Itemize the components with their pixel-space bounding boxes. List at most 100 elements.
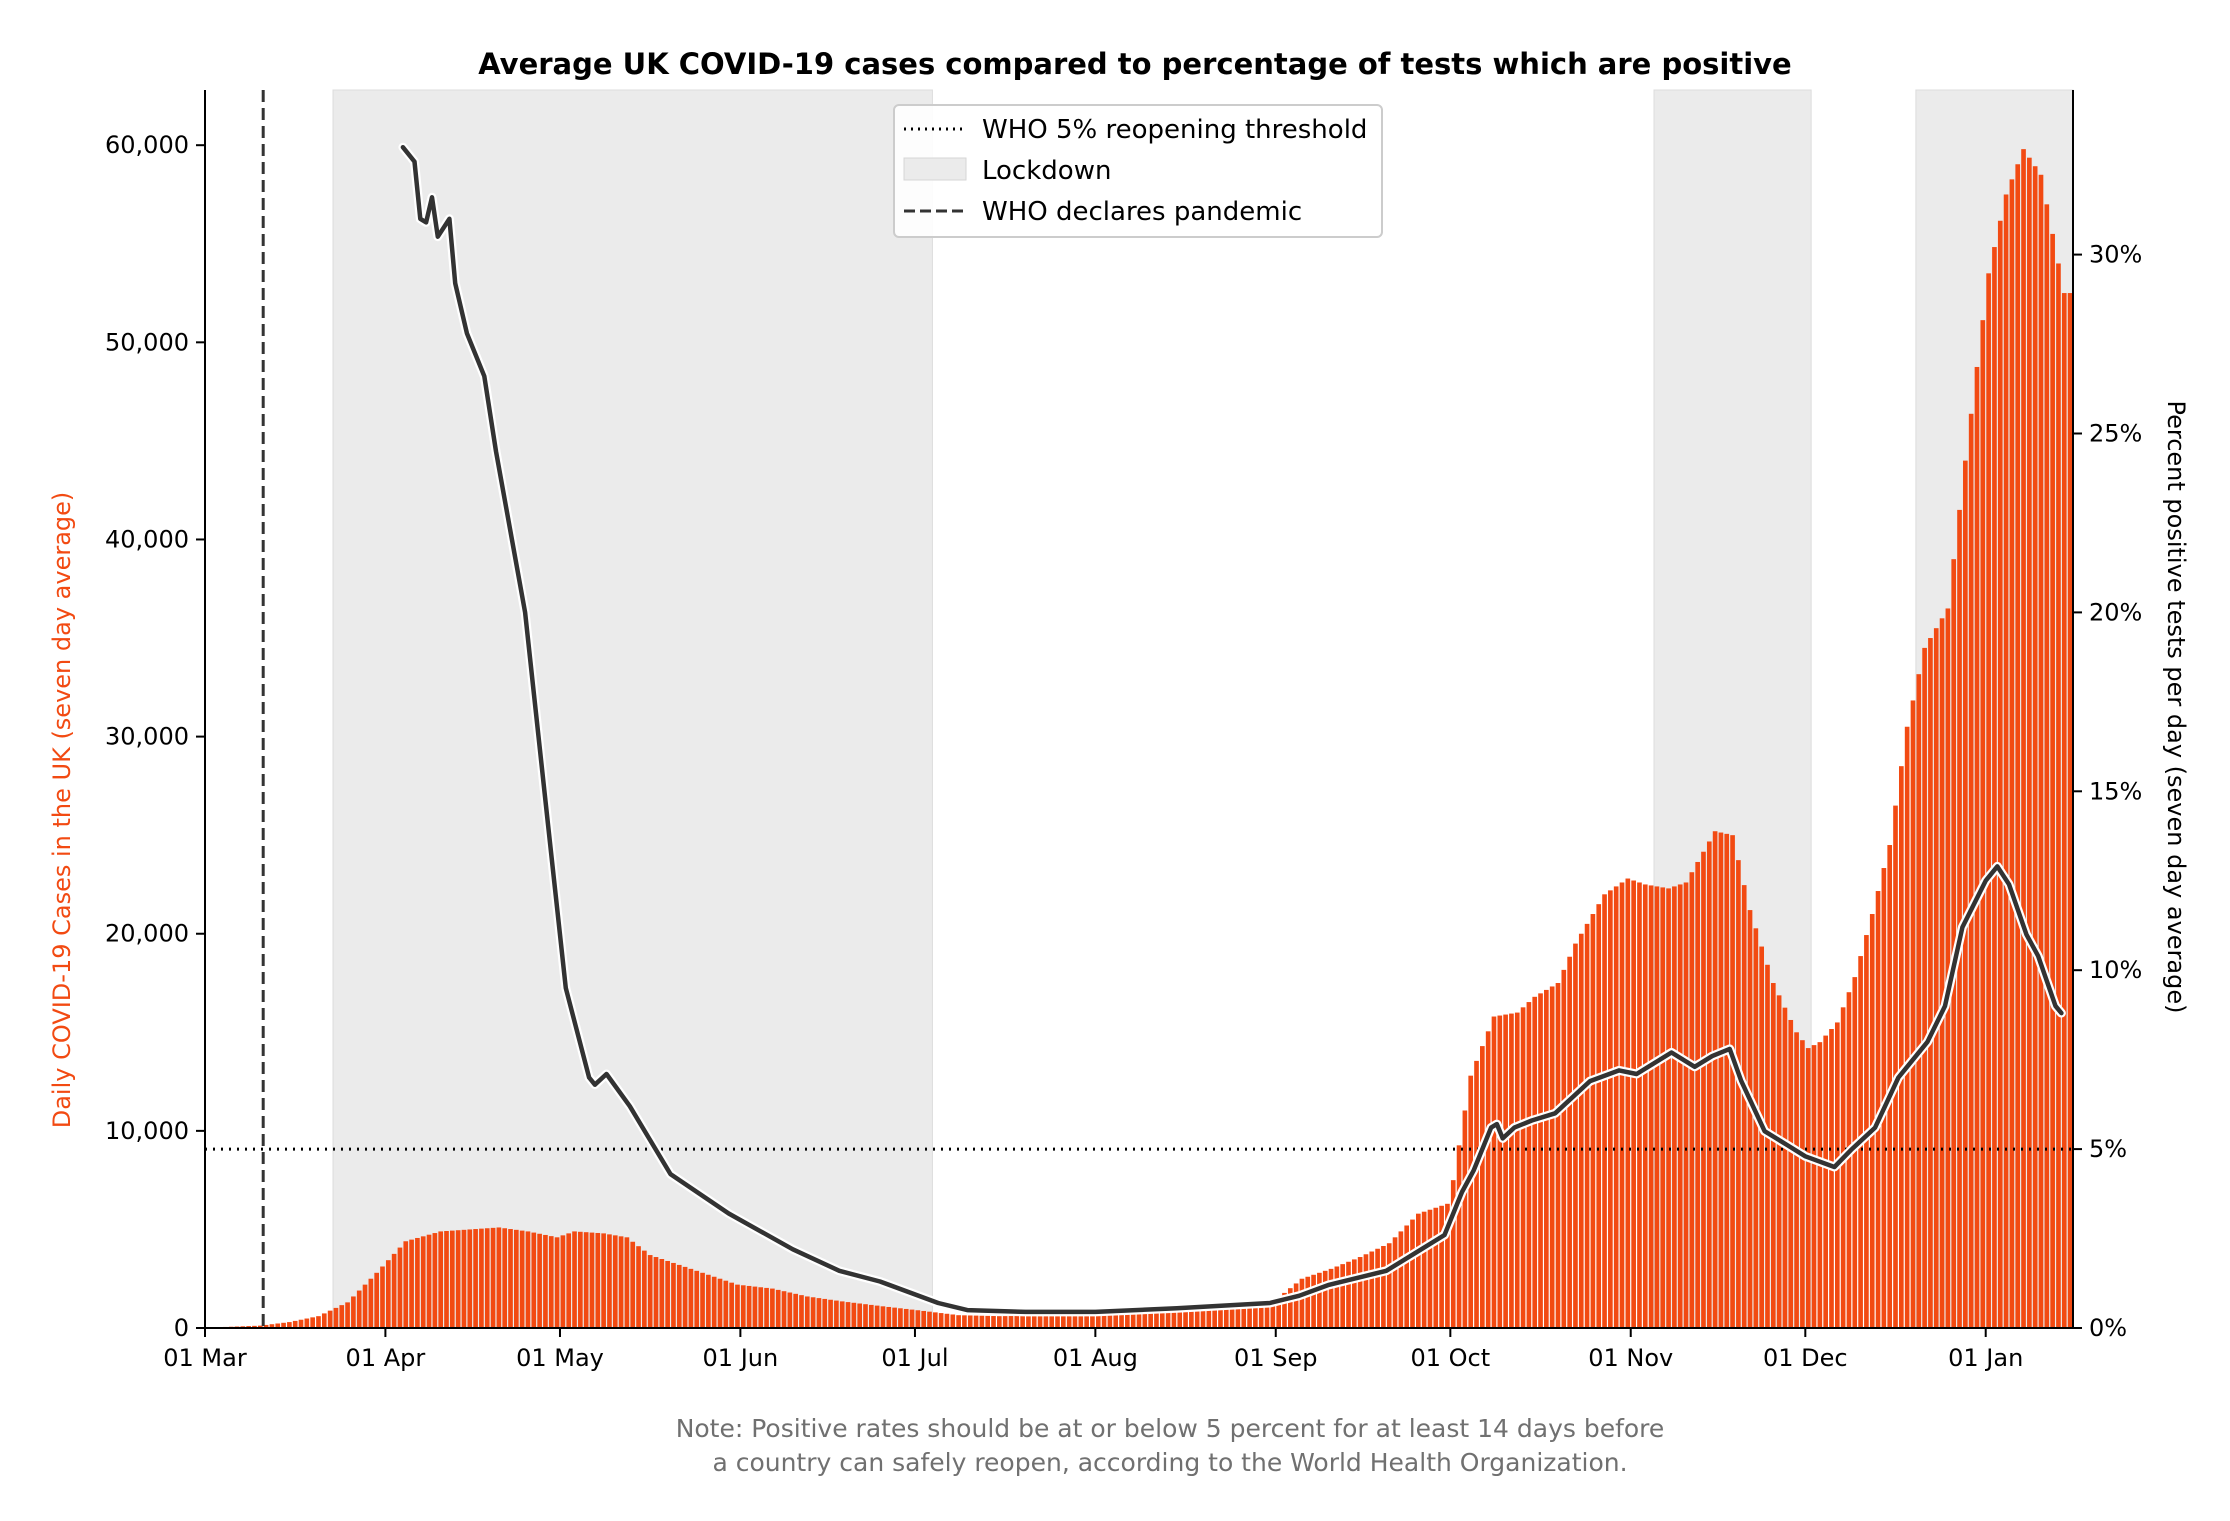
- case-bar: [1596, 904, 1602, 1328]
- case-bar: [1125, 1312, 1130, 1328]
- case-bar: [1369, 1251, 1375, 1328]
- case-bar: [1538, 993, 1543, 1328]
- case-bar: [321, 1313, 327, 1328]
- case-bar: [1322, 1270, 1328, 1328]
- case-bar: [1631, 880, 1636, 1328]
- case-bar: [1904, 726, 1910, 1328]
- y-tick-label-left: 0: [174, 1314, 189, 1342]
- note-line-1: Note: Positive rates should be at or bel…: [676, 1414, 1665, 1443]
- case-bar: [327, 1310, 333, 1328]
- case-bar: [1177, 1309, 1183, 1328]
- case-bar: [1468, 1075, 1474, 1328]
- case-bar: [1753, 928, 1759, 1328]
- case-bar: [711, 1276, 717, 1328]
- case-bar: [339, 1305, 345, 1328]
- case-bar: [1346, 1261, 1351, 1328]
- case-bar: [1055, 1315, 1060, 1328]
- case-bar: [304, 1318, 310, 1328]
- case-bar: [1456, 1145, 1462, 1328]
- case-bar: [351, 1296, 356, 1328]
- case-bar: [1532, 996, 1538, 1328]
- note-line-2: a country can safely reopen, according t…: [712, 1448, 1627, 1477]
- case-bar: [281, 1322, 286, 1328]
- case-bar: [1014, 1316, 1020, 1328]
- case-bar: [967, 1315, 973, 1328]
- case-bar: [1037, 1315, 1043, 1328]
- case-bar: [630, 1241, 636, 1328]
- case-bar: [595, 1232, 601, 1328]
- case-bar: [1765, 964, 1770, 1328]
- case-bar: [1811, 1045, 1817, 1328]
- case-bar: [1253, 1303, 1258, 1328]
- y-tick-label-right: 0%: [2089, 1314, 2127, 1342]
- case-bar: [746, 1285, 752, 1328]
- case-bar: [1986, 273, 1991, 1329]
- case-bar: [1276, 1297, 1281, 1328]
- case-bar: [1817, 1042, 1823, 1328]
- case-bar: [1235, 1305, 1241, 1328]
- case-bar: [1433, 1207, 1439, 1328]
- case-bar: [252, 1325, 257, 1328]
- case-bar: [1992, 247, 1997, 1328]
- y-tick-label-left: 60,000: [105, 131, 189, 159]
- case-bar: [2015, 164, 2021, 1329]
- case-bar: [816, 1298, 822, 1328]
- case-bar: [1421, 1211, 1427, 1328]
- case-bar: [1194, 1308, 1200, 1328]
- case-bar: [1782, 1007, 1788, 1328]
- case-bar: [1311, 1274, 1316, 1328]
- y-tick-label-left: 10,000: [105, 1117, 189, 1145]
- case-bar: [292, 1320, 298, 1328]
- case-bar: [985, 1315, 991, 1328]
- case-bar: [345, 1302, 350, 1328]
- case-bar: [1171, 1310, 1177, 1328]
- case-bar: [1159, 1311, 1165, 1328]
- case-bar: [1008, 1316, 1014, 1328]
- case-bar: [857, 1303, 863, 1328]
- case-bar: [479, 1228, 484, 1328]
- case-bar: [1881, 868, 1887, 1328]
- case-bar: [1578, 933, 1584, 1328]
- x-tick-label: 01 Mar: [163, 1344, 247, 1372]
- case-bar: [484, 1228, 490, 1328]
- case-bar: [799, 1295, 804, 1328]
- case-bar: [1357, 1257, 1363, 1328]
- case-bar: [490, 1227, 496, 1328]
- case-bar: [1916, 674, 1922, 1328]
- case-bar: [804, 1296, 810, 1328]
- case-bar: [1590, 914, 1596, 1328]
- case-bar: [612, 1235, 618, 1328]
- case-bar: [2050, 233, 2055, 1329]
- case-bar: [1637, 882, 1642, 1328]
- case-bar: [647, 1255, 653, 1328]
- case-bar: [1026, 1315, 1031, 1328]
- case-bar: [1317, 1272, 1322, 1328]
- case-bar: [1770, 983, 1776, 1328]
- case-bar: [426, 1234, 432, 1328]
- case-bar: [694, 1270, 700, 1328]
- case-bar: [1922, 647, 1927, 1328]
- case-bar: [659, 1259, 665, 1328]
- case-bar: [554, 1237, 560, 1328]
- case-bar: [1503, 1014, 1508, 1328]
- case-bar: [525, 1231, 531, 1328]
- case-bar: [2027, 157, 2032, 1328]
- case-bar: [932, 1312, 938, 1328]
- case-bar: [770, 1288, 775, 1328]
- case-bar: [1776, 995, 1782, 1328]
- case-bar: [1049, 1315, 1055, 1328]
- case-bar: [1340, 1264, 1346, 1328]
- case-bar: [1101, 1313, 1107, 1328]
- case-bar: [2061, 293, 2067, 1329]
- case-bar: [1410, 1219, 1415, 1328]
- case-bar: [1567, 956, 1572, 1328]
- case-bar: [688, 1268, 694, 1328]
- case-bar: [1701, 851, 1706, 1328]
- case-bar: [787, 1292, 793, 1328]
- case-bar: [1218, 1306, 1223, 1328]
- case-bar: [915, 1310, 921, 1328]
- case-bar: [793, 1293, 798, 1328]
- case-bar: [962, 1315, 967, 1328]
- case-bar: [316, 1316, 321, 1328]
- case-bar: [1980, 320, 1986, 1328]
